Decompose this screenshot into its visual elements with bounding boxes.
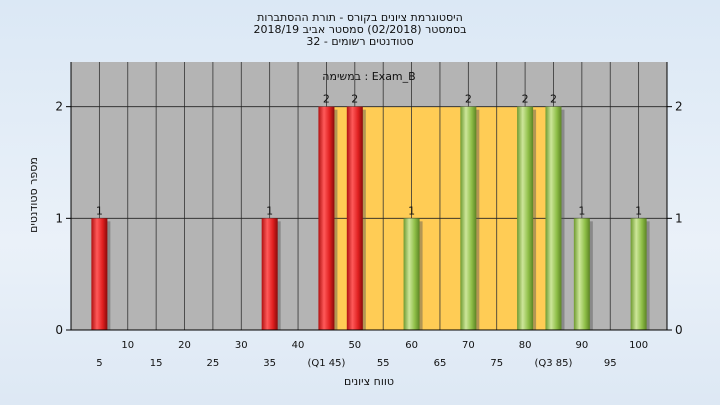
chart-title-line-1: היסטוגרמת ציונים בקורס - תורת ההסתברות [257, 11, 463, 24]
x-tick-label: 50 [348, 340, 361, 351]
bar-value-label: 2 [351, 93, 358, 106]
chart-title-line-2: בסמסטר (02/2018) סמסטר אביב 2018/19 [253, 23, 467, 36]
x-tick-label: 70 [462, 340, 475, 351]
x-tick-label: 95 [604, 358, 617, 369]
y-tick-label-left: 1 [55, 211, 63, 225]
x-tick-label: 55 [377, 358, 390, 369]
bar [630, 218, 647, 330]
x-tick-label: 75 [490, 358, 503, 369]
bar [318, 106, 335, 331]
x-tick-label: 40 [292, 340, 305, 351]
y-axis-title: מספר סטודנטים [27, 157, 40, 233]
y-tick-label-right: 2 [675, 100, 683, 114]
y-tick-label-right: 1 [675, 211, 683, 225]
y-tick-label-left: 2 [55, 100, 63, 114]
x-tick-label: (Q3 85) [534, 358, 572, 369]
bar-value-label: 2 [323, 93, 330, 106]
x-tick-label: 65 [434, 358, 447, 369]
x-tick-label: 30 [235, 340, 248, 351]
y-tick-label-right: 0 [675, 323, 683, 337]
x-axis-title: טווח ציונים [344, 375, 394, 388]
bars-group: 1 1 2 2 1 2 2 2 1 1 [91, 93, 650, 331]
bar [545, 106, 562, 331]
bar-value-label: 2 [465, 93, 472, 106]
chart-inner-label: במשימה : Exam_B [322, 70, 415, 83]
bar [517, 106, 534, 331]
bar [460, 106, 477, 331]
x-tick-label: 25 [207, 358, 220, 369]
bar [91, 218, 108, 330]
bar [573, 218, 590, 330]
bar-value-label: 2 [522, 93, 529, 106]
x-tick-label: 15 [150, 358, 163, 369]
bar [403, 218, 420, 330]
x-tick-label: 20 [178, 340, 191, 351]
bar-value-label: 1 [578, 204, 585, 217]
bar-value-label: 1 [408, 204, 415, 217]
bar-value-label: 2 [550, 93, 557, 106]
x-tick-label: 90 [575, 340, 588, 351]
bar-value-label: 1 [96, 204, 103, 217]
x-tick-label: (Q1 45) [307, 358, 345, 369]
x-tick-label: 100 [629, 340, 648, 351]
bar [261, 218, 278, 330]
y-tick-label-left: 0 [55, 323, 63, 337]
bar [346, 106, 363, 331]
x-tick-label: 10 [121, 340, 134, 351]
bar-value-label: 1 [635, 204, 642, 217]
x-tick-label: 80 [519, 340, 532, 351]
x-tick-label: 5 [96, 358, 102, 369]
chart-title-line-3: סטודנטים רשומים - 32 [306, 35, 414, 48]
x-tick-label: 35 [263, 358, 276, 369]
bar-value-label: 1 [266, 204, 273, 217]
x-tick-label: 60 [405, 340, 418, 351]
